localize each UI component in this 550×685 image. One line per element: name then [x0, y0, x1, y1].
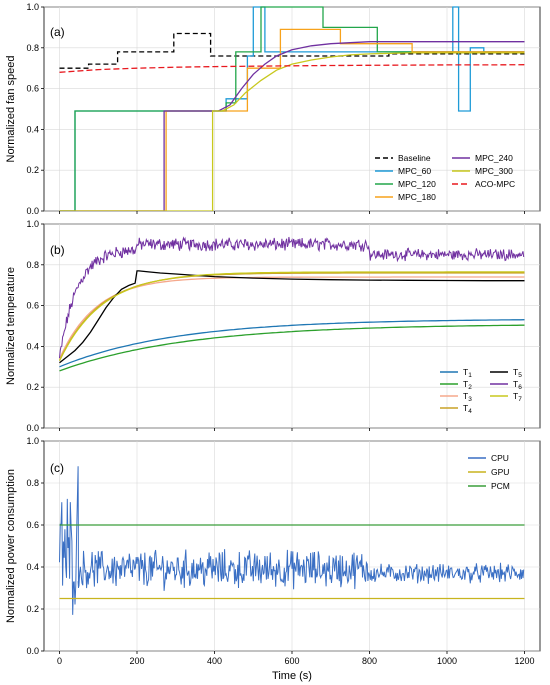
legend-label: MPC_120	[398, 179, 436, 189]
legend-label: T2	[463, 379, 472, 391]
series-line-cpu	[59, 466, 525, 615]
y-tick-label: 0.0	[26, 646, 39, 656]
x-tick-label: 1000	[437, 656, 457, 666]
legend-c: CPU GPU PCM	[468, 453, 510, 491]
y-axis-label-c: Normalized power consumption	[5, 469, 17, 623]
legend-entry: MPC_120	[375, 179, 436, 189]
legend-entry: ACO-MPC	[452, 179, 515, 189]
x-tick-label: 800	[362, 656, 377, 666]
x-tick-label: 0	[57, 656, 62, 666]
legend-entry: T4	[440, 403, 472, 415]
series-line-t1	[59, 319, 525, 368]
y-tick-label: 0.0	[26, 423, 39, 433]
x-axis-label: Time (s)	[272, 670, 312, 682]
legend-entry: T3	[440, 391, 472, 403]
y-tick-label: 0.2	[26, 604, 39, 614]
legend-label: T6	[513, 379, 522, 391]
legend-label: ACO-MPC	[475, 179, 515, 189]
legend-entry: T5	[490, 367, 522, 379]
y-tick-label: 1.0	[26, 219, 39, 229]
y-tick-label: 0.6	[26, 84, 39, 94]
series-a	[59, 6, 525, 211]
legend-entry: Baseline	[375, 153, 431, 163]
legend-entry: MPC_240	[452, 153, 513, 163]
series-line-mpc-300	[59, 52, 525, 211]
series-line-mpc-120	[59, 6, 525, 211]
legend-label: Baseline	[398, 153, 431, 163]
y-tick-label: 1.0	[26, 436, 39, 446]
grid-a	[44, 6, 540, 212]
legend-label: T1	[463, 367, 472, 379]
series-line-baseline	[59, 32, 525, 69]
series-line-aco-mpc	[59, 64, 525, 73]
legend-entry: CPU	[468, 453, 509, 463]
legend-label: T7	[513, 391, 522, 403]
legend-label: T4	[463, 403, 472, 415]
x-tick-label: 1200	[514, 656, 534, 666]
legend-label: T3	[463, 391, 472, 403]
y-axis-label-a: Normalized fan speed	[5, 55, 17, 162]
y-ticks-a: 0.0 0.2 0.4 0.6 0.8 1.0	[26, 2, 525, 216]
y-axis-label-b: Normalized temperature	[5, 267, 17, 385]
legend-label: T5	[513, 367, 522, 379]
series-line-t6	[59, 236, 525, 359]
grid-c	[44, 440, 540, 652]
legend-label: MPC_240	[475, 153, 513, 163]
y-tick-label: 0.2	[26, 165, 39, 175]
y-ticks-c: 0.0 0.2 0.4 0.6 0.8 1.0	[26, 436, 525, 656]
legend-entry: MPC_180	[375, 192, 436, 202]
series-line-t2	[59, 324, 525, 372]
panel-label-a: (a)	[50, 25, 65, 39]
legend-label: MPC_300	[475, 166, 513, 176]
y-tick-label: 0.8	[26, 478, 39, 488]
legend-entry: GPU	[468, 467, 509, 477]
x-tick-label: 400	[207, 656, 222, 666]
panel-label-c: (c)	[50, 461, 64, 475]
y-tick-label: 0.4	[26, 562, 39, 572]
legend-a: Baseline MPC_60 MPC_120 MPC_180 MPC_240 MPC_3…	[375, 153, 515, 202]
series-line-t3	[58, 276, 525, 359]
legend-entry: MPC_60	[375, 166, 431, 176]
legend-entry: T6	[490, 379, 522, 391]
series-line-t7	[58, 271, 525, 361]
y-tick-label: 1.0	[26, 2, 39, 12]
y-ticks-b: 0.0 0.2 0.4 0.6 0.8 1.0	[26, 219, 525, 433]
legend-entry: T7	[490, 391, 522, 403]
y-tick-label: 0.6	[26, 301, 39, 311]
y-tick-label: 0.6	[26, 520, 39, 530]
x-tick-label: 600	[284, 656, 299, 666]
y-tick-label: 0.4	[26, 341, 39, 351]
legend-label: CPU	[491, 453, 509, 463]
legend-entry: MPC_300	[452, 166, 513, 176]
legend-label: PCM	[491, 481, 510, 491]
legend-entry: T1	[440, 367, 472, 379]
series-c	[59, 466, 525, 615]
series-b	[58, 236, 525, 372]
panel-label-b: (b)	[50, 243, 65, 257]
panel-a: 0.0 0.2 0.4 0.6 0.8 1.0 (a) Normalized fan sp…	[5, 2, 541, 216]
y-tick-label: 0.8	[26, 260, 39, 270]
y-tick-label: 0.0	[26, 206, 39, 216]
x-ticks-c: 0 200 400 600 800 1000 1200	[57, 656, 535, 666]
legend-label: MPC_60	[398, 166, 431, 176]
y-tick-label: 0.2	[26, 382, 39, 392]
legend-entry: T2	[440, 379, 472, 391]
panel-c: 0.0 0.2 0.4 0.6 0.8 1.0 0 200 400 600 800 1000 1200…	[5, 436, 541, 682]
y-tick-label: 0.8	[26, 43, 39, 53]
panel-b: 0.0 0.2 0.4 0.6 0.8 1.0 (b) Normalized temper…	[5, 219, 541, 433]
legend-label: MPC_180	[398, 192, 436, 202]
series-line-t5	[59, 270, 525, 364]
legend-entry: PCM	[468, 481, 510, 491]
x-tick-label: 200	[129, 656, 144, 666]
legend-label: GPU	[491, 467, 509, 477]
y-tick-label: 0.4	[26, 124, 39, 134]
